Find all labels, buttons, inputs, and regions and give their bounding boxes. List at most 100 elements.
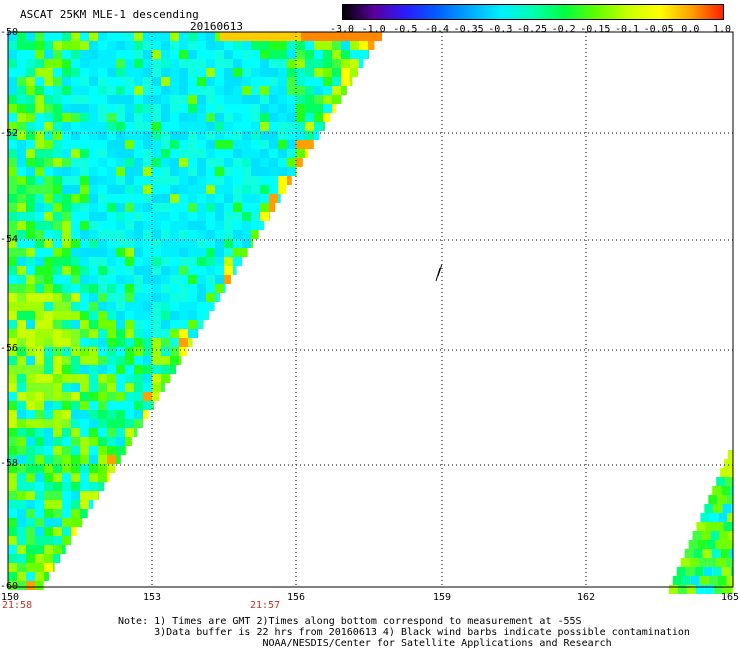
swath-cell: [89, 284, 98, 293]
swath-cell: [35, 113, 44, 122]
swath-cell: [233, 239, 242, 248]
swath-cell: [188, 194, 197, 203]
swath-cell: [197, 212, 206, 221]
swath-cell: [53, 131, 62, 140]
swath-cell: [170, 32, 179, 41]
swath-cell: [161, 194, 170, 203]
swath-cell: [116, 365, 125, 374]
swath-cell: [116, 41, 125, 50]
swath-cell: [197, 95, 206, 104]
swath-cell: [26, 86, 35, 95]
swath-cell: [143, 266, 152, 275]
swath-cell: [696, 522, 706, 531]
swath-cell: [44, 41, 53, 50]
swath-cell: [206, 86, 215, 95]
swath-cell: [134, 374, 143, 383]
swath-cell: [197, 104, 206, 113]
swath-cell: [107, 41, 116, 50]
swath-cell: [301, 32, 310, 41]
swath-cell: [35, 59, 44, 68]
swath-cell: [242, 239, 251, 248]
swath-cell: [242, 59, 251, 68]
swath-cell: [26, 572, 35, 581]
swath-cell: [98, 356, 107, 365]
swath-cell: [89, 464, 98, 473]
wind-barb: [435, 263, 443, 282]
swath-cell: [116, 131, 125, 140]
swath-cell: [26, 68, 35, 77]
swath-cell: [152, 59, 161, 68]
swath-cell: [727, 513, 733, 522]
swath-cell: [197, 140, 206, 149]
swath-cell: [53, 59, 62, 68]
swath-cell: [305, 50, 314, 59]
swath-cell: [71, 59, 80, 68]
swath-cell: [98, 482, 105, 491]
swath-cell: [8, 32, 17, 41]
swath-cell: [269, 149, 278, 158]
swath-cell: [134, 212, 143, 221]
swath-cell: [26, 104, 35, 113]
swath-cell: [8, 446, 17, 455]
swath-cell: [125, 311, 134, 320]
swath-cell: [224, 41, 233, 50]
swath-cell: [107, 446, 116, 455]
swath-cell: [62, 68, 71, 77]
swath-cell: [705, 522, 715, 531]
swath-cell: [62, 446, 71, 455]
swath-cell: [143, 158, 152, 167]
swath-cell: [62, 122, 71, 131]
swath-cell: [116, 329, 125, 338]
swath-cell: [62, 329, 71, 338]
swath-cell: [197, 221, 206, 230]
swath-cell: [152, 302, 161, 311]
swath-cell: [89, 356, 98, 365]
swath-cell: [53, 545, 62, 554]
swath-cell: [80, 383, 89, 392]
swath-cell: [152, 104, 161, 113]
swath-cell: [26, 563, 35, 572]
swath-cell: [708, 576, 718, 585]
swath-cell: [233, 140, 242, 149]
swath-cell: [80, 113, 89, 122]
swath-cell: [53, 437, 62, 446]
swath-cell: [224, 158, 233, 167]
swath-cell: [98, 464, 107, 473]
swath-cell: [71, 257, 80, 266]
swath-cell: [242, 122, 251, 131]
swath-cell: [8, 338, 17, 347]
swath-cell: [197, 194, 206, 203]
swath-cell: [206, 203, 215, 212]
swath-cell: [251, 41, 260, 50]
swath-cell: [44, 185, 53, 194]
swath-cell: [17, 77, 26, 86]
swath-cell: [44, 338, 53, 347]
swath-cell: [188, 113, 197, 122]
swath-cell: [337, 32, 346, 41]
swath-cell: [206, 50, 215, 59]
swath-cell: [98, 212, 107, 221]
swath-cell: [260, 104, 269, 113]
swath-cell: [8, 518, 17, 527]
swath-cell: [53, 311, 62, 320]
swath-cell: [125, 347, 134, 356]
swath-cell: [242, 176, 251, 185]
swath-cell: [17, 464, 26, 473]
swath-cell: [8, 221, 17, 230]
swath-cell: [269, 77, 278, 86]
swath-cell: [717, 576, 727, 585]
swath-cell: [314, 131, 320, 140]
swath-cell: [206, 167, 215, 176]
swath-cell: [35, 140, 44, 149]
swath-cell: [80, 365, 89, 374]
swath-cell: [152, 311, 161, 320]
swath-cell: [134, 41, 143, 50]
swath-cell: [116, 410, 125, 419]
swath-cell: [17, 41, 26, 50]
swath-cell: [251, 212, 260, 221]
swath-cell: [44, 410, 53, 419]
swath-cell: [62, 104, 71, 113]
colorbar-tick-label: -0.5: [393, 24, 418, 35]
swath-cell: [116, 302, 125, 311]
swath-cell: [26, 365, 35, 374]
